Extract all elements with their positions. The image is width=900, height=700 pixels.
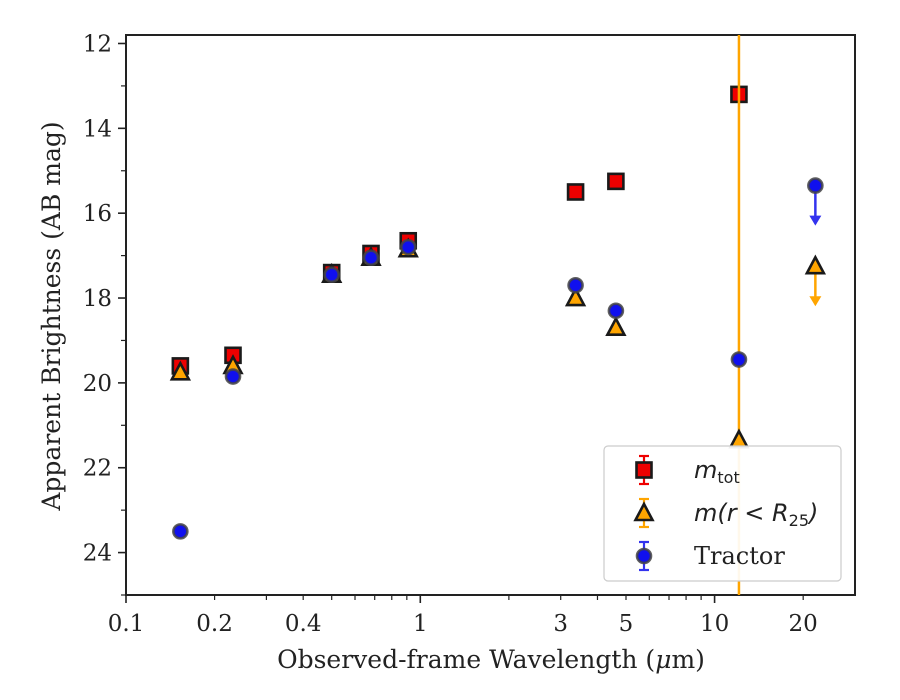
point-mtot [607,172,625,191]
plot-frame [125,34,856,596]
series-tractor [172,177,824,540]
x-tick-label: 10 [700,611,729,637]
point-tractor [224,368,242,385]
y-tick-label: 18 [83,286,112,312]
series-mtot [171,85,748,375]
legend-label-main: m(r < R [694,499,789,527]
x-tick-label: 0.4 [285,611,322,637]
point-tractor [730,351,748,368]
y-tick-label: 16 [83,201,112,227]
legend-label-main: Tractor [694,542,785,570]
x-axis-title: Observed-frame Wavelength (μm) [277,645,705,674]
y-axis: 12 14 16 18 20 22 24 [83,31,126,596]
y-tick-label: 12 [83,31,112,57]
y-axis-title: Apparent Brightness (AB mag) [37,121,66,511]
legend-entry-tractor: Tractor [635,540,785,572]
legend-label-subscript: tot [717,468,739,487]
legend-label-tail: ) [807,499,818,527]
x-tick-label: 5 [619,611,634,637]
legend-marker-tractor [635,547,653,565]
point-mr25 [605,315,627,337]
point-tractor [399,238,417,256]
point-tractor [323,266,341,283]
point-mtot [566,183,585,201]
x-axis: 0.1 0.2 0.4 1 3 5 10 20 [108,595,818,637]
y-tick-label: 20 [83,371,112,397]
y-tick-label: 14 [83,116,112,142]
point-tractor [607,302,625,320]
upper-limit-arrow-tractor [809,191,822,226]
point-mr25 [169,360,192,381]
x-tick-label: 1 [413,611,428,637]
legend-label-mr25: m(r < R25) [694,499,818,530]
legend: mtot m(r < R25) Tractor [603,445,842,582]
point-mr25 [804,254,827,275]
legend-entry-mtot: mtot [635,454,740,487]
y-tick-label: 22 [83,456,112,482]
upper-limit-head [809,215,822,226]
legend-label-subscript: 25 [789,511,809,530]
legend-marker-mtot [635,461,653,479]
legend-label-tractor: Tractor [694,542,785,570]
point-mr25 [564,286,587,307]
legend-label-main: m [694,456,717,484]
point-tractor [172,523,189,540]
point-tractor [362,249,380,267]
x-tick-label: 20 [789,611,818,637]
legend-marker-mr25 [633,501,655,522]
plot-border [125,34,856,596]
x-tick-label: 0.1 [108,611,145,637]
upper-limit-arrow-mr25 [809,272,822,307]
y-tick-label: 24 [83,541,112,567]
legend-box [603,445,842,582]
point-tractor [567,277,584,294]
upper-limit-head [809,296,822,307]
legend-entry-mr25: m(r < R25) [633,497,818,530]
legend-label-mtot: mtot [694,456,740,487]
point-mr25 [728,428,750,449]
x-tick-label: 3 [553,611,568,637]
x-tick-label: 0.2 [196,611,233,637]
point-tractor [807,177,824,194]
